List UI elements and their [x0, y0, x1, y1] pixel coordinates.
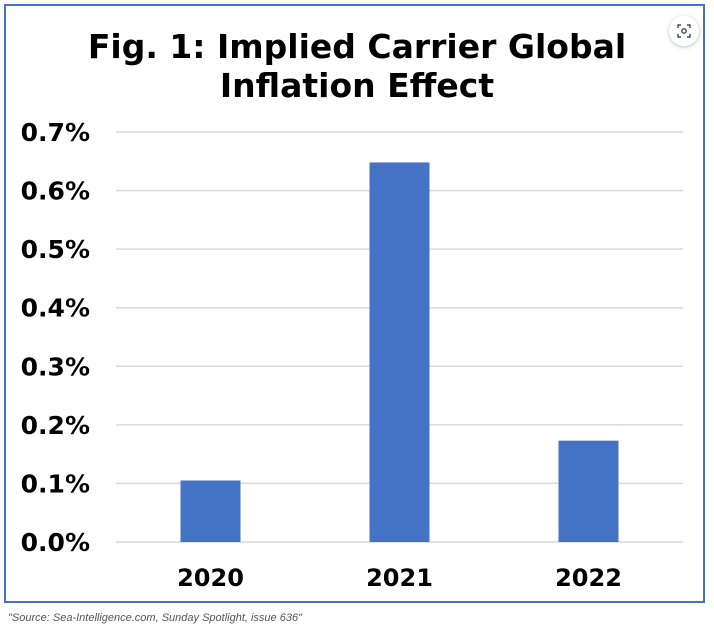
visual-search-icon	[677, 24, 691, 38]
y-tick-label: 0.0%	[21, 528, 90, 557]
y-tick-label: 0.7%	[21, 118, 90, 147]
bars	[180, 162, 619, 542]
y-tick-label: 0.3%	[21, 352, 90, 381]
y-tick-label: 0.4%	[21, 294, 90, 323]
x-axis-ticks: 2020 2021 2022	[177, 564, 622, 592]
visual-search-button[interactable]	[669, 16, 699, 46]
source-note: "Source: Sea-Intelligence.com, Sunday Sp…	[8, 612, 302, 624]
y-axis-ticks: 0.0% 0.1% 0.2% 0.3% 0.4% 0.5% 0.6% 0.7%	[21, 118, 90, 557]
bar-2021	[369, 162, 430, 542]
bar-chart: Fig. 1: Implied Carrier GlobalInflation …	[21, 27, 683, 592]
x-tick-label: 2020	[177, 564, 244, 592]
y-tick-label: 0.2%	[21, 411, 90, 440]
chart-title-line: Inflation Effect	[220, 66, 494, 105]
y-tick-label: 0.6%	[21, 177, 90, 206]
y-tick-label: 0.5%	[21, 235, 90, 264]
bar-2022	[558, 440, 619, 542]
chart-title-line: Fig. 1: Implied Carrier Global	[88, 27, 626, 66]
chart-title: Fig. 1: Implied Carrier GlobalInflation …	[88, 27, 626, 105]
x-tick-label: 2022	[555, 564, 622, 592]
bar-2020	[180, 480, 241, 542]
x-tick-label: 2021	[366, 564, 433, 592]
y-tick-label: 0.1%	[21, 469, 90, 498]
